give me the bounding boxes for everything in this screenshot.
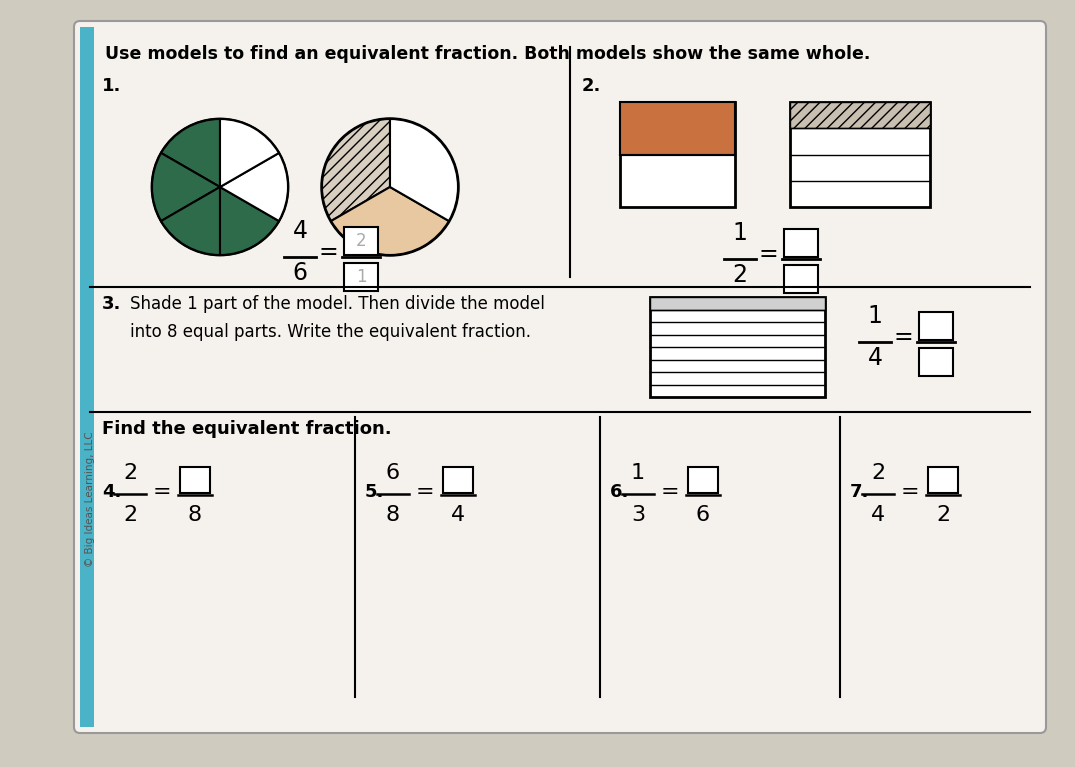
Bar: [620, 102, 735, 207]
Bar: [790, 102, 930, 128]
Text: 8: 8: [386, 505, 400, 525]
Text: 3.: 3.: [102, 295, 121, 313]
Wedge shape: [390, 119, 458, 221]
Wedge shape: [331, 187, 449, 255]
Bar: [919, 312, 954, 340]
Text: =: =: [416, 482, 434, 502]
Bar: [344, 263, 378, 291]
Bar: [784, 229, 818, 257]
Bar: [784, 265, 818, 293]
Text: =: =: [901, 482, 919, 502]
Text: =: =: [153, 482, 171, 502]
Text: 1: 1: [356, 268, 367, 286]
Text: 1: 1: [631, 463, 645, 483]
Text: © Big Ideas Learning, LLC: © Big Ideas Learning, LLC: [85, 431, 95, 567]
Text: 3: 3: [631, 505, 645, 525]
Text: 1: 1: [868, 304, 883, 328]
Bar: [443, 467, 473, 493]
Bar: [180, 467, 210, 493]
Text: 4: 4: [871, 505, 885, 525]
Text: 2: 2: [123, 505, 138, 525]
Bar: [80, 27, 94, 727]
Text: 4: 4: [450, 505, 465, 525]
Wedge shape: [220, 119, 278, 187]
Text: 5.: 5.: [366, 483, 385, 501]
Text: =: =: [661, 482, 679, 502]
Text: 2: 2: [936, 505, 950, 525]
Text: 1: 1: [732, 221, 747, 245]
Bar: [928, 467, 958, 493]
Text: Find the equivalent fraction.: Find the equivalent fraction.: [102, 420, 391, 438]
Bar: [919, 348, 954, 376]
Text: 6.: 6.: [610, 483, 629, 501]
Text: 7.: 7.: [850, 483, 870, 501]
Wedge shape: [161, 119, 220, 187]
Text: 4.: 4.: [102, 483, 121, 501]
Text: Shade 1 part of the model. Then divide the model
into 8 equal parts. Write the e: Shade 1 part of the model. Then divide t…: [130, 295, 545, 341]
Text: 6: 6: [386, 463, 400, 483]
Bar: [650, 297, 825, 310]
Text: 6: 6: [696, 505, 711, 525]
Wedge shape: [322, 119, 390, 221]
Text: 4: 4: [292, 219, 307, 243]
Wedge shape: [220, 153, 288, 221]
Text: =: =: [758, 242, 778, 266]
Text: =: =: [318, 240, 338, 264]
Text: 2: 2: [871, 463, 885, 483]
Text: 2: 2: [356, 232, 367, 250]
Bar: [344, 227, 378, 255]
Text: 2.: 2.: [582, 77, 601, 95]
Text: Use models to find an equivalent fraction. Both models show the same whole.: Use models to find an equivalent fractio…: [105, 45, 871, 63]
Text: 4: 4: [868, 346, 883, 370]
Text: 8: 8: [188, 505, 202, 525]
Text: =: =: [893, 325, 913, 349]
Bar: [650, 297, 825, 397]
Bar: [790, 102, 930, 207]
Circle shape: [322, 119, 458, 255]
Wedge shape: [152, 153, 220, 221]
FancyBboxPatch shape: [74, 21, 1046, 733]
Text: 6: 6: [292, 261, 307, 285]
Bar: [620, 102, 735, 154]
Text: 1.: 1.: [102, 77, 121, 95]
Circle shape: [152, 119, 288, 255]
Bar: [688, 467, 718, 493]
Wedge shape: [220, 187, 278, 255]
Wedge shape: [161, 187, 220, 255]
Text: 2: 2: [732, 263, 747, 287]
Text: 2: 2: [123, 463, 138, 483]
